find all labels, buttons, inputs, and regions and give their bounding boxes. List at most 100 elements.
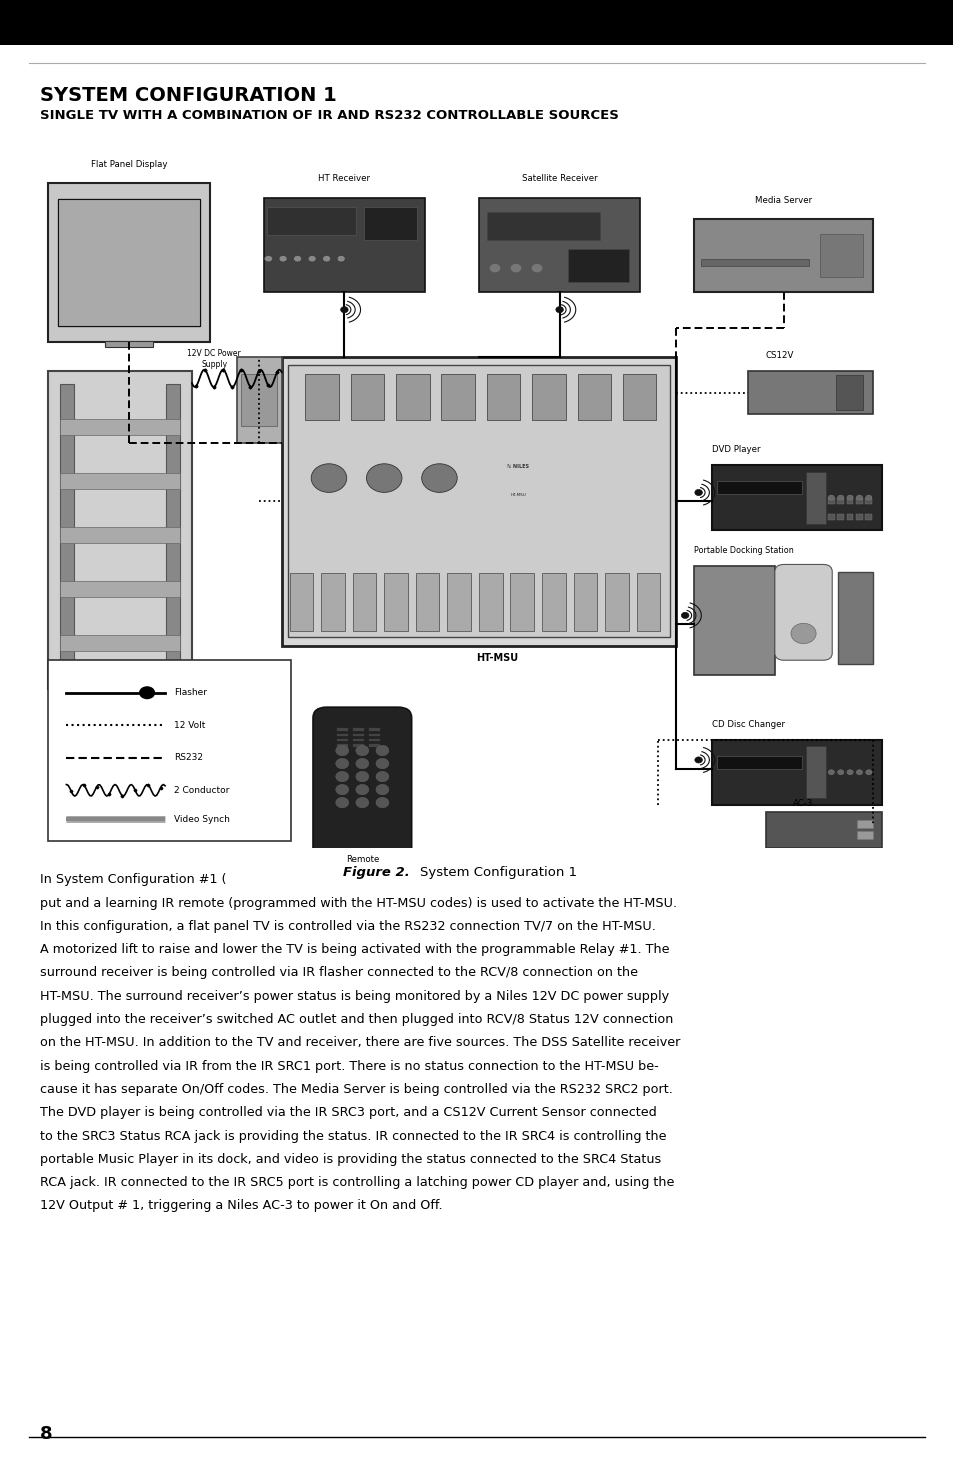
- Circle shape: [355, 771, 369, 782]
- Bar: [416, 574, 439, 631]
- Text: plugged into the receiver’s switched AC outlet and then plugged into RCV/8 Statu: plugged into the receiver’s switched AC …: [40, 1013, 673, 1027]
- Bar: [166, 384, 180, 677]
- Text: Portable Docking Station: Portable Docking Station: [694, 546, 793, 556]
- Bar: [369, 733, 379, 736]
- Circle shape: [790, 624, 815, 643]
- Circle shape: [694, 490, 701, 496]
- Circle shape: [335, 785, 349, 795]
- Bar: [336, 729, 348, 732]
- Bar: [541, 574, 565, 631]
- Bar: [819, 235, 862, 277]
- Bar: [49, 372, 192, 689]
- Circle shape: [694, 757, 701, 763]
- Bar: [267, 207, 355, 235]
- Text: CD Disc Changer: CD Disc Changer: [711, 720, 784, 729]
- Bar: [478, 198, 639, 292]
- Bar: [60, 384, 74, 677]
- Circle shape: [510, 264, 521, 273]
- Bar: [765, 811, 882, 848]
- Bar: [577, 375, 611, 420]
- Bar: [510, 574, 534, 631]
- Text: WS110: WS110: [186, 761, 216, 770]
- Text: DVD Player: DVD Player: [711, 445, 760, 454]
- Bar: [369, 729, 379, 732]
- Bar: [855, 513, 862, 521]
- Circle shape: [375, 745, 389, 755]
- Text: HT-MSU. The surround receiver’s power status is being monitored by a Niles 12V D: HT-MSU. The surround receiver’s power st…: [40, 990, 668, 1003]
- Bar: [384, 574, 408, 631]
- Circle shape: [421, 463, 456, 493]
- Bar: [60, 473, 180, 488]
- Bar: [105, 341, 153, 347]
- Bar: [305, 375, 338, 420]
- Text: The DVD player is being controlled via the IR SRC3 port, and a CS12V Current Sen: The DVD player is being controlled via t…: [40, 1106, 656, 1120]
- Circle shape: [375, 798, 389, 808]
- Circle shape: [355, 758, 369, 768]
- Circle shape: [355, 798, 369, 808]
- Circle shape: [556, 307, 563, 313]
- Circle shape: [864, 496, 871, 500]
- Circle shape: [531, 264, 542, 273]
- Text: Flasher: Flasher: [173, 689, 207, 698]
- Bar: [827, 513, 834, 521]
- Text: SYSTEM CONFIGURATION 1: SYSTEM CONFIGURATION 1: [40, 86, 336, 105]
- Bar: [236, 357, 281, 444]
- Text: Video Synch: Video Synch: [173, 814, 230, 823]
- Text: In this configuration, a flat panel TV is controlled via the RS232 connection TV: In this configuration, a flat panel TV i…: [40, 920, 656, 932]
- Bar: [395, 375, 429, 420]
- Bar: [636, 574, 659, 631]
- Bar: [845, 497, 853, 504]
- Text: AC-3: AC-3: [792, 799, 812, 808]
- FancyBboxPatch shape: [774, 565, 831, 661]
- Circle shape: [827, 770, 834, 774]
- Bar: [49, 661, 291, 841]
- Text: on the HT-MSU. In addition to the TV and receiver, there are five sources. The D: on the HT-MSU. In addition to the TV and…: [40, 1037, 679, 1049]
- Text: 2 Conductor: 2 Conductor: [173, 786, 229, 795]
- Bar: [827, 497, 834, 504]
- Circle shape: [336, 255, 345, 263]
- Text: surround receiver is being controlled via IR flasher connected to the RCV/8 conn: surround receiver is being controlled vi…: [40, 966, 638, 979]
- Text: Flat Panel Display: Flat Panel Display: [91, 159, 167, 168]
- Bar: [369, 739, 379, 742]
- Bar: [622, 375, 656, 420]
- Bar: [864, 497, 871, 504]
- Bar: [837, 572, 873, 664]
- Bar: [805, 472, 825, 524]
- Text: is being controlled via IR from the IR SRC1 port. There is no status connection : is being controlled via IR from the IR S…: [40, 1059, 659, 1072]
- Circle shape: [375, 771, 389, 782]
- Circle shape: [294, 255, 301, 263]
- Bar: [321, 574, 344, 631]
- Bar: [567, 249, 628, 282]
- Bar: [369, 743, 379, 746]
- Text: put and a learning IR remote (programmed with the HT-MSU codes) is used to activ: put and a learning IR remote (programmed…: [40, 897, 677, 910]
- Bar: [717, 481, 801, 494]
- Bar: [287, 366, 670, 637]
- Bar: [60, 581, 180, 597]
- Bar: [241, 375, 277, 426]
- Circle shape: [322, 255, 331, 263]
- Bar: [805, 746, 825, 798]
- Bar: [58, 199, 200, 326]
- Text: CS12V: CS12V: [765, 351, 794, 360]
- Text: RS232: RS232: [173, 754, 203, 763]
- Circle shape: [355, 785, 369, 795]
- Bar: [281, 357, 676, 646]
- Bar: [845, 513, 853, 521]
- Bar: [700, 260, 808, 267]
- Text: Figure 2.: Figure 2.: [343, 866, 410, 879]
- Bar: [486, 375, 519, 420]
- Circle shape: [146, 674, 166, 690]
- Bar: [532, 375, 565, 420]
- Bar: [604, 574, 628, 631]
- Circle shape: [837, 770, 842, 774]
- Bar: [855, 497, 862, 504]
- Bar: [353, 739, 363, 742]
- Bar: [227, 699, 264, 745]
- Bar: [486, 212, 599, 240]
- Circle shape: [856, 770, 862, 774]
- Bar: [478, 574, 502, 631]
- Text: 12V DC Power
Supply: 12V DC Power Supply: [188, 350, 241, 369]
- Circle shape: [340, 307, 348, 313]
- Bar: [441, 375, 475, 420]
- Circle shape: [308, 255, 315, 263]
